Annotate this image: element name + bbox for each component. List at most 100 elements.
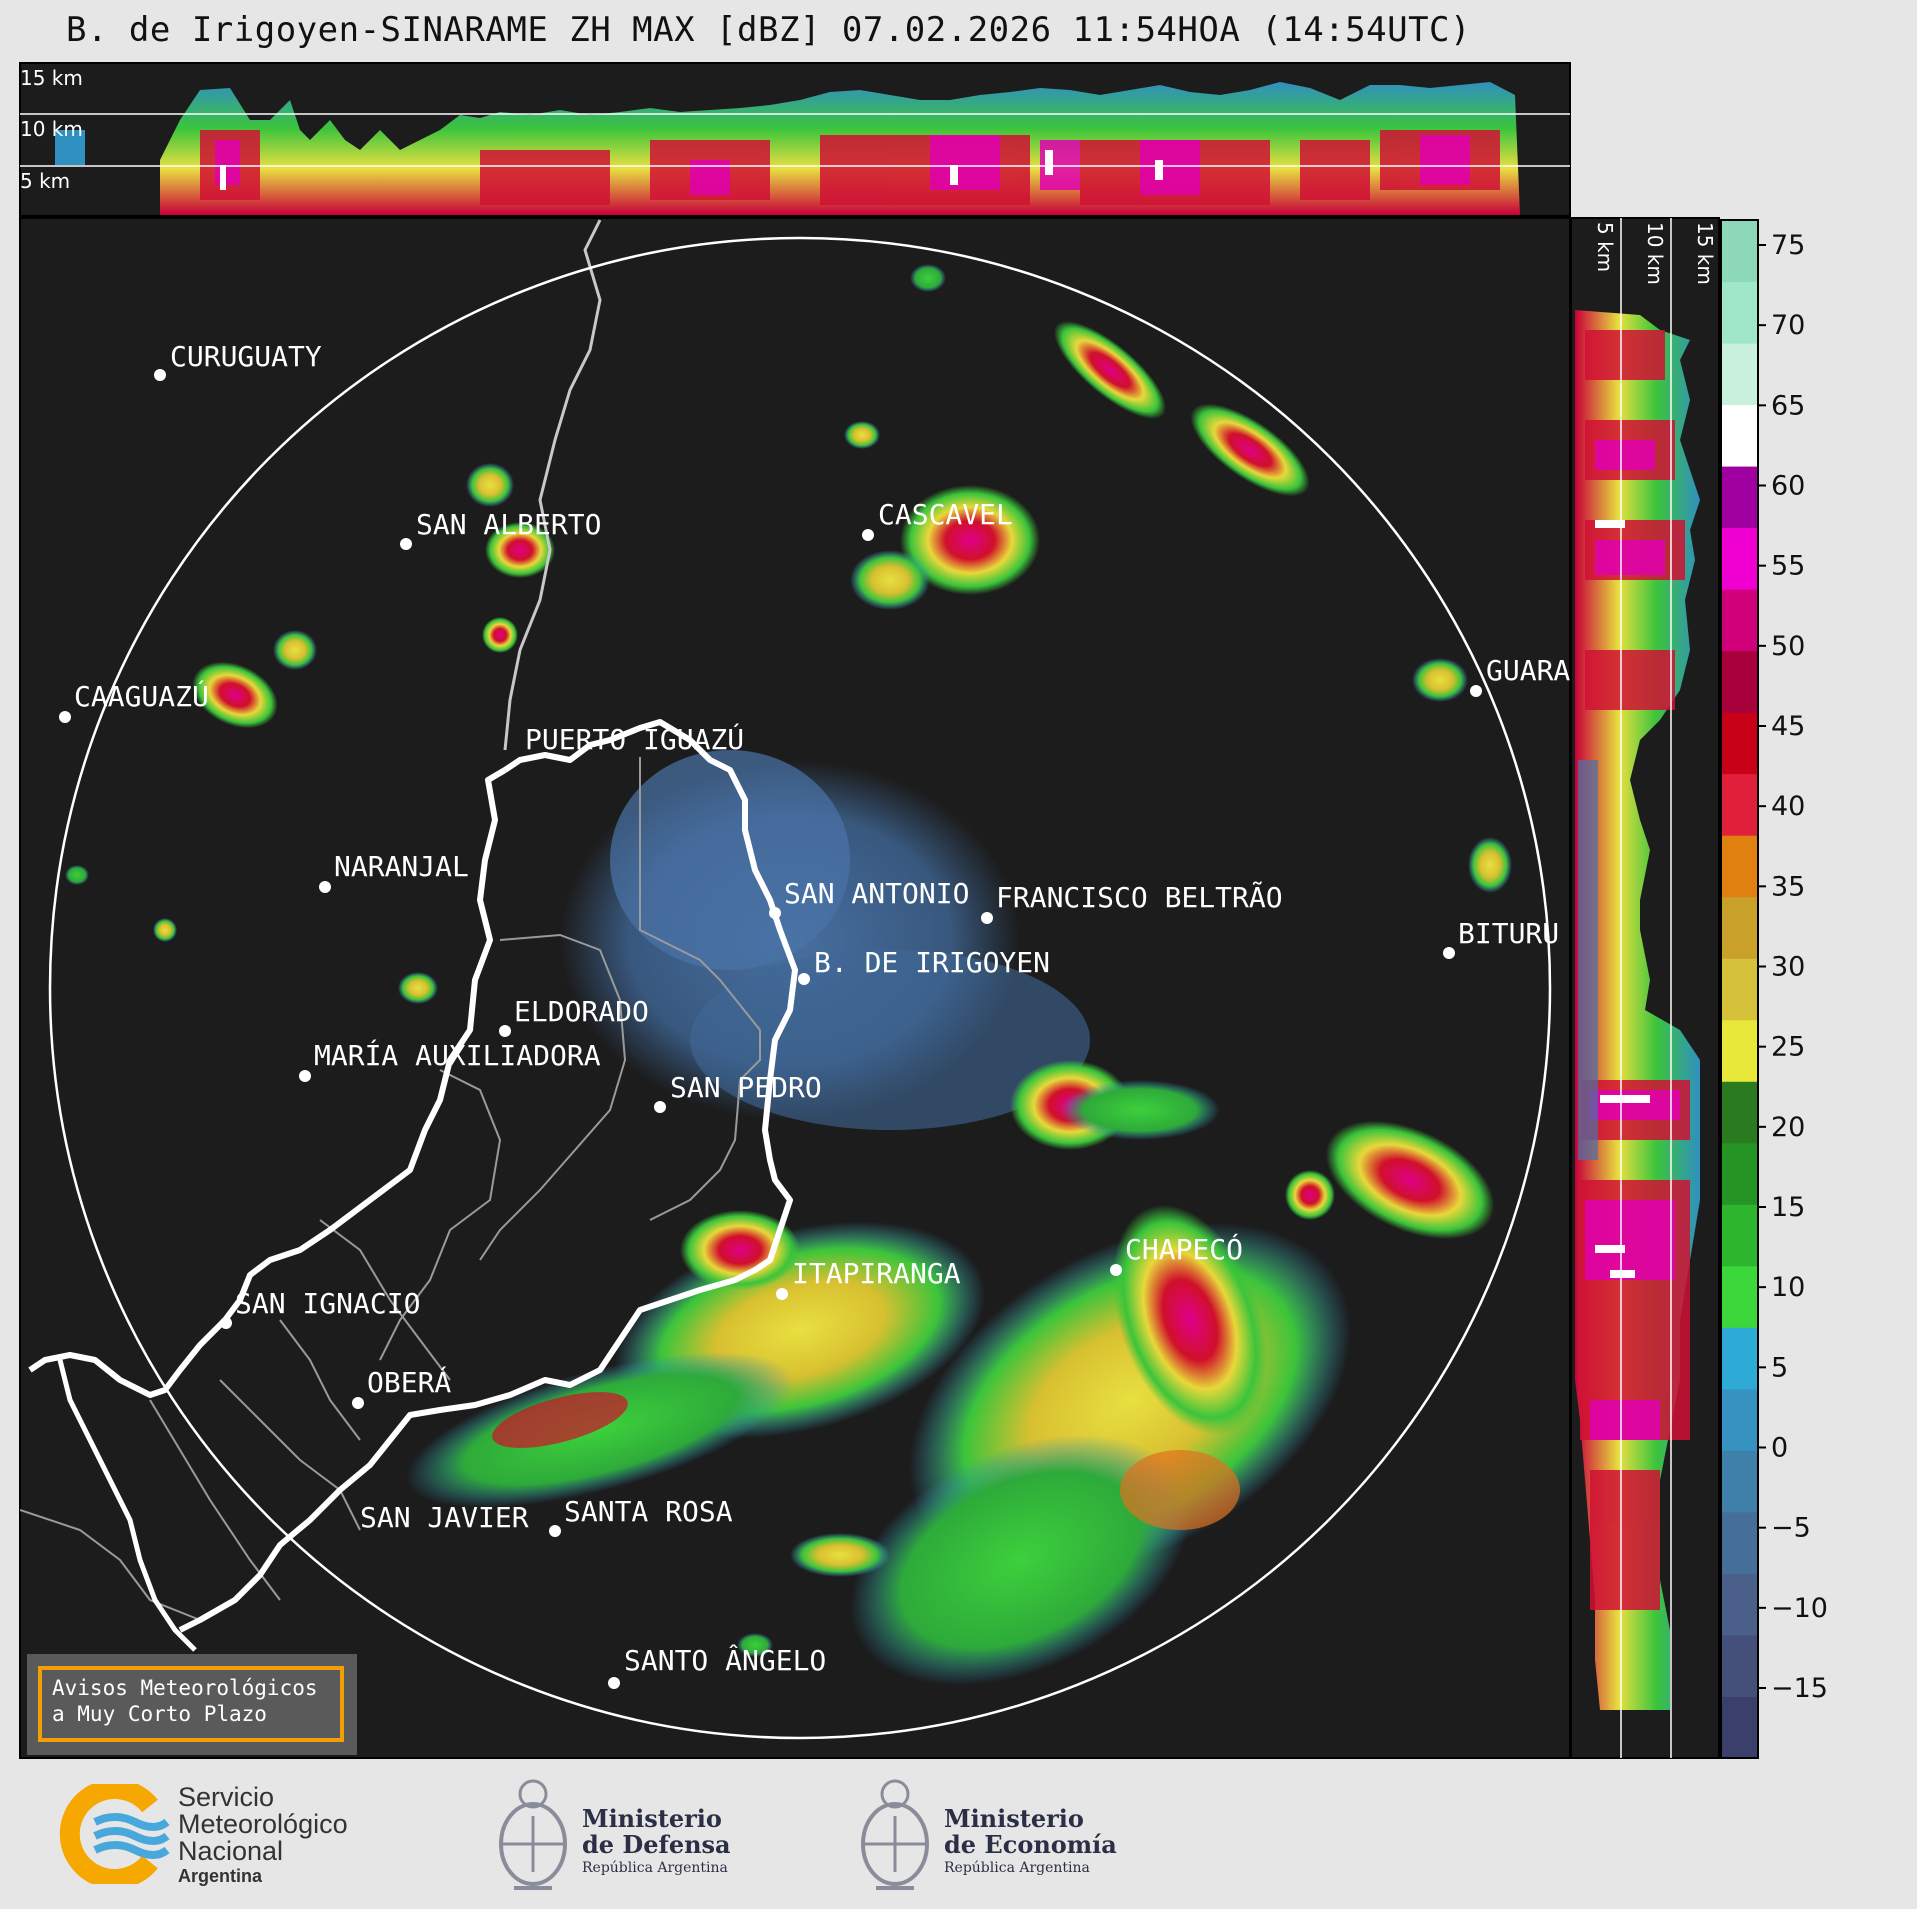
smn-logo-icon (59, 1784, 170, 1884)
svg-text:SAN ALBERTO: SAN ALBERTO (416, 508, 601, 541)
colorbar-segment (1721, 466, 1758, 529)
colorbar-tick-label: 60 (1771, 471, 1805, 502)
top-5km-label: 5 km (20, 169, 70, 193)
colorbar-segment (1721, 281, 1758, 344)
city-san-alberto: SAN ALBERTO (400, 508, 601, 550)
colorbar-segment (1721, 527, 1758, 590)
city-maria-auxiliadora: MARÍA AUXILIADORA (299, 1038, 601, 1082)
defensa-name: Ministerio de Defensa República Argentin… (582, 1804, 731, 1877)
svg-text:OBERÁ: OBERÁ (367, 1365, 451, 1399)
city-b-de-irigoyen: B. DE IRIGOYEN (798, 946, 1050, 985)
svg-text:PUERTO IGUAZÚ: PUERTO IGUAZÚ (525, 722, 744, 756)
colorbar-segment (1721, 404, 1758, 467)
warning-box[interactable]: Avisos Meteorológicos a Muy Corto Plazo (27, 1654, 357, 1755)
svg-text:SANTA ROSA: SANTA ROSA (564, 1495, 733, 1528)
svg-text:BITURU: BITURU (1458, 917, 1559, 950)
side-15km-label: 15 km (1693, 222, 1717, 285)
city-santa-rosa: SANTA ROSA (549, 1495, 733, 1537)
city-francisco-beltrao: FRANCISCO BELTRÃO (981, 881, 1283, 924)
colorbar-segment (1721, 1019, 1758, 1082)
top-10km-label: 10 km (20, 117, 83, 141)
colorbar-segment (1721, 835, 1758, 898)
colorbar-tick-label: −15 (1771, 1673, 1828, 1704)
top-15km-label: 15 km (20, 66, 83, 90)
warning-line1: Avisos Meteorológicos (52, 1676, 318, 1700)
svg-text:CURUGUATY: CURUGUATY (170, 340, 322, 373)
city-itapiranga: ITAPIRANGA (776, 1257, 961, 1300)
colorbar-segment (1721, 343, 1758, 406)
city-san-javier: SAN JAVIER (360, 1501, 529, 1534)
colorbar-segment (1721, 1204, 1758, 1267)
side-10km-label: 10 km (1643, 222, 1667, 285)
colorbar-tick-label: 0 (1771, 1433, 1788, 1464)
chart-title: B. de Irigoyen-SINARAME ZH MAX [dBZ] 07.… (66, 10, 1471, 50)
colorbar-tick-label: 5 (1771, 1352, 1788, 1383)
city-eldorado: ELDORADO (499, 995, 649, 1037)
colorbar (1721, 220, 1758, 1759)
colorbar-segment (1721, 650, 1758, 713)
colorbar-segment (1721, 958, 1758, 1021)
city-chapeco: CHAPECÓ (1110, 1232, 1243, 1276)
svg-text:CHAPECÓ: CHAPECÓ (1125, 1232, 1243, 1266)
svg-text:ELDORADO: ELDORADO (514, 995, 649, 1028)
colorbar-tick-label: 50 (1771, 631, 1805, 662)
svg-text:MARÍA AUXILIADORA: MARÍA AUXILIADORA (314, 1038, 601, 1072)
range-ring (48, 236, 1552, 1740)
city-curuguaty: CURUGUATY (154, 340, 322, 381)
city-obera: OBERÁ (352, 1365, 451, 1409)
svg-text:CAAGUAZÚ: CAAGUAZÚ (74, 679, 209, 713)
colorbar-frame (1720, 219, 1759, 1759)
colorbar-tick-label: 30 (1771, 952, 1805, 983)
svg-text:B. DE IRIGOYEN: B. DE IRIGOYEN (814, 946, 1050, 979)
colorbar-tick-label: 35 (1771, 871, 1805, 902)
svg-text:SAN JAVIER: SAN JAVIER (360, 1501, 529, 1534)
colorbar-segment (1721, 1696, 1758, 1759)
colorbar-tick-label: 55 (1771, 551, 1805, 582)
colorbar-segment (1721, 1573, 1758, 1636)
svg-text:FRANCISCO BELTRÃO: FRANCISCO BELTRÃO (996, 881, 1283, 914)
svg-text:GUARA: GUARA (1486, 654, 1570, 687)
colorbar-segment (1721, 1265, 1758, 1328)
svg-text:CASCAVEL: CASCAVEL (878, 498, 1013, 531)
city-san-antonio: SAN ANTONIO (769, 877, 969, 919)
colorbar-tick-label: 10 (1771, 1272, 1805, 1303)
city-cascavel: CASCAVEL (862, 498, 1013, 541)
colorbar-tick-label: 40 (1771, 791, 1805, 822)
city-guara: GUARA (1470, 654, 1570, 697)
svg-text:SAN IGNACIO: SAN IGNACIO (235, 1287, 420, 1320)
city-san-pedro: SAN PEDRO (654, 1071, 822, 1113)
colorbar-segment (1721, 220, 1758, 283)
colorbar-segment (1721, 589, 1758, 652)
smn-name: Servicio Meteorológico Nacional Argentin… (178, 1782, 348, 1887)
province-borders (20, 757, 761, 1621)
warning-label[interactable]: Avisos Meteorológicos a Muy Corto Plazo (38, 1666, 344, 1742)
svg-text:SANTO ÂNGELO: SANTO ÂNGELO (624, 1643, 826, 1677)
city-puerto-iguazu: PUERTO IGUAZÚ (525, 722, 744, 756)
city-bituru: BITURU (1443, 917, 1559, 959)
colorbar-tick-label: 45 (1771, 711, 1805, 742)
national-border (28, 719, 798, 1652)
colorbar-segment (1721, 773, 1758, 836)
colorbar-tick-label: 25 (1771, 1032, 1805, 1063)
colorbar-segment (1721, 1142, 1758, 1205)
city-san-ignacio: SAN IGNACIO (220, 1287, 420, 1329)
colorbar-tick-label: 70 (1771, 310, 1805, 341)
side-5km-label: 5 km (1593, 222, 1617, 272)
city-naranjal: NARANJAL (319, 850, 469, 893)
colorbar-tick-label: −10 (1771, 1593, 1828, 1624)
coat-of-arms-icon (861, 1779, 929, 1890)
colorbar-tick-label: 75 (1771, 230, 1805, 261)
colorbar-tick-label: 20 (1771, 1112, 1805, 1143)
colorbar-segment (1721, 1327, 1758, 1390)
svg-text:SAN PEDRO: SAN PEDRO (670, 1071, 822, 1104)
colorbar-segment (1721, 1634, 1758, 1697)
colorbar-segment (1721, 1388, 1758, 1451)
footer: Servicio Meteorológico Nacional Argentin… (0, 1762, 1917, 1909)
colorbar-tick-label: 15 (1771, 1192, 1805, 1223)
svg-text:SAN ANTONIO: SAN ANTONIO (784, 877, 969, 910)
city-santo-angelo: SANTO ÂNGELO (608, 1643, 826, 1689)
city-caaguazu: CAAGUAZÚ (59, 679, 209, 723)
colorbar-segment (1721, 1511, 1758, 1574)
